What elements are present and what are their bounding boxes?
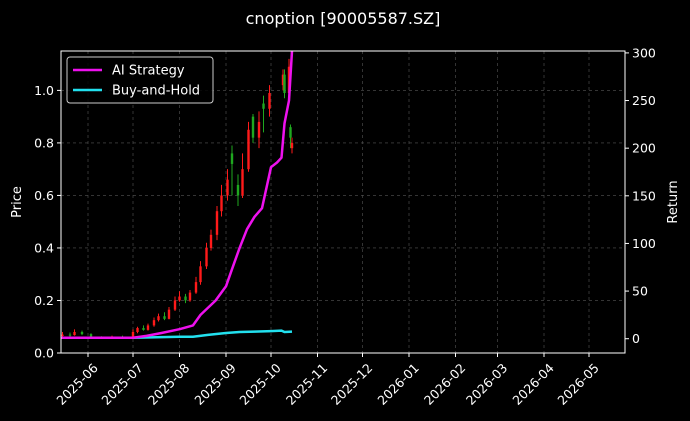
y2-tick-label: 300: [632, 45, 656, 60]
x-tick-label: 2025-09: [191, 360, 239, 408]
candle-body: [184, 296, 187, 301]
y-axis-right: 0 50 100 150 200 250 300: [625, 45, 656, 346]
candle-body: [230, 153, 234, 164]
candle-body: [80, 331, 84, 335]
candle-body: [142, 328, 145, 330]
candle-body: [68, 334, 72, 336]
y2-axis-label: Return: [666, 180, 681, 223]
x-axis: 2025-062025-072025-082025-092025-102025-…: [53, 353, 602, 408]
y-tick-label: 0.8: [34, 135, 54, 150]
candle-body: [131, 331, 135, 338]
candle-body: [262, 103, 265, 109]
candle-body: [199, 266, 202, 283]
candle-body: [194, 282, 198, 293]
x-tick-label: 2025-08: [145, 360, 193, 408]
candle-body: [215, 211, 219, 235]
legend-label-ai-strategy: AI Strategy: [112, 64, 185, 79]
candle-body: [289, 127, 292, 138]
candle-body: [173, 300, 177, 310]
candle-body: [73, 331, 76, 336]
y2-tick-label: 200: [632, 141, 656, 156]
x-tick-label: 2026-03: [463, 360, 511, 408]
x-tick-label: 2025-12: [328, 360, 376, 408]
x-tick-label: 2026-01: [374, 360, 422, 408]
y-tick-label: 0.6: [34, 188, 54, 203]
legend-label-buy-and-hold: Buy-and-Hold: [112, 84, 200, 99]
candlestick-series: [61, 58, 294, 339]
legend-box: [66, 56, 214, 104]
x-tick-label: 2025-10: [236, 360, 284, 408]
candle-body: [61, 334, 64, 336]
candle-body: [167, 309, 171, 319]
y2-tick-label: 100: [632, 236, 656, 251]
candle-body: [268, 93, 271, 109]
candle-body: [188, 292, 192, 301]
y2-tick-label: 250: [632, 93, 656, 108]
candle-body: [89, 334, 93, 338]
y2-tick-label: 0: [632, 331, 640, 346]
candle-body: [136, 328, 139, 332]
y-axis-label: Price: [10, 186, 25, 218]
y-tick-label: 0.4: [34, 240, 54, 255]
y2-tick-label: 150: [632, 188, 656, 203]
x-tick-label: 2025-07: [98, 360, 146, 408]
candle-body: [205, 247, 208, 267]
candle-body: [283, 74, 286, 94]
chart-title: cnoption [90005587.SZ]: [246, 9, 441, 28]
candle-body: [236, 184, 240, 196]
candle-body: [178, 296, 181, 301]
y-tick-label: 0.0: [34, 346, 54, 361]
candle-body: [251, 116, 255, 138]
candle-body: [226, 179, 229, 196]
x-tick-label: 2025-11: [283, 360, 331, 408]
x-tick-label: 2025-06: [53, 360, 101, 408]
candle-body: [209, 234, 213, 248]
plot-frame: [60, 50, 626, 354]
candle-body: [163, 316, 166, 319]
line-series: [61, 50, 294, 340]
buy-and-hold-line: [61, 329, 293, 340]
candle-body: [146, 325, 150, 330]
y2-tick-label: 50: [632, 284, 648, 299]
x-tick-label: 2026-05: [554, 360, 602, 408]
y-tick-label: 0.2: [34, 293, 54, 308]
legend: AI Strategy Buy-and-Hold: [66, 56, 214, 104]
candle-body: [281, 74, 285, 86]
candle-body: [241, 169, 244, 196]
candle-body: [220, 195, 223, 212]
candle-body: [247, 129, 250, 170]
candle-body: [257, 121, 261, 138]
x-tick-label: 2026-02: [421, 360, 469, 408]
candle-body: [290, 142, 294, 149]
y-tick-label: 1.0: [34, 83, 54, 98]
candle-body: [157, 316, 160, 321]
candle-body: [152, 320, 156, 326]
x-tick-label: 2026-04: [509, 360, 557, 408]
y-axis-left: 0.0 0.2 0.4 0.6 0.8 1.0: [34, 83, 61, 361]
ai-strategy-line: [61, 50, 294, 340]
